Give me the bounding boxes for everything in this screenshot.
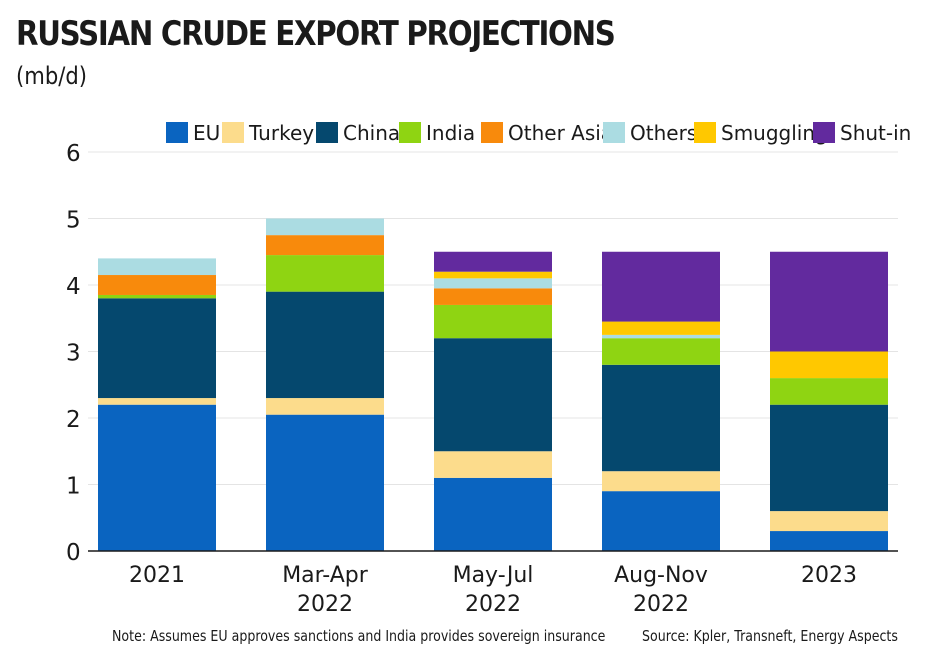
legend-label: Others [630,121,697,145]
bar-segment [434,451,552,478]
bar-segment [266,255,384,292]
bar-segment [602,338,720,365]
legend-label: Other Asia [508,121,613,145]
bar-segment [770,404,888,512]
bar-segment [770,351,888,379]
legend-swatch [399,122,421,143]
legend-swatch [603,122,625,143]
y-tick-label: 6 [66,141,81,167]
bar-segment [434,304,552,339]
bar-segment [434,288,552,305]
bar-segment [602,491,720,551]
legend-swatch [222,122,244,143]
bar-segment [98,398,216,405]
bar-segment [434,477,552,551]
legend-label: Turkey [248,121,314,145]
legend-swatch [316,122,338,143]
bar-segment [434,251,552,272]
bar-segment [770,378,888,405]
bar-segment [602,321,720,335]
x-tick-label: Aug-Nov [614,563,708,588]
y-tick-label: 4 [66,274,81,300]
y-tick-label: 5 [66,208,81,234]
x-tick-label: 2022 [465,592,521,617]
bar-segment [434,338,552,452]
source-note: Source: Kpler, Transneft, Energy Aspects [642,627,898,645]
x-tick-label: 2022 [633,592,689,617]
x-tick-label: 2022 [297,592,353,617]
legend-label: China [343,121,400,145]
legend-swatch [481,122,503,143]
y-tick-label: 1 [66,474,81,500]
legend-label: Shut-in [840,121,911,145]
legend-label: India [426,121,475,145]
bar-segment [602,251,720,322]
x-tick-label: 2021 [129,563,185,588]
footnote: Note: Assumes EU approves sanctions and … [112,627,606,645]
bar-segment [602,364,720,472]
legend-label: Smuggling [721,121,828,145]
bar-segment [266,414,384,551]
chart-subtitle: (mb/d) [16,62,87,90]
legend-swatch [694,122,716,143]
y-tick-label: 3 [66,341,81,367]
bar-segment [770,251,888,352]
legend-swatch [166,122,188,143]
bar-segment [98,294,216,299]
x-tick-label: Mar-Apr [282,563,369,588]
legend-swatch [813,122,835,143]
bar-segment [98,298,216,399]
bar-segment [434,271,552,279]
stacked-bar-chart: 0 1 2 3 4 5 6 2021 Mar-Apr 2022 May-Jul 2022 Aug-Nov… [66,121,911,617]
bar-segment [98,275,216,295]
legend-label: EU [193,121,220,145]
x-tick-label: May-Jul [453,563,534,588]
x-tick-label: 2023 [801,563,857,588]
bar-segment [770,531,888,551]
y-tick-label: 2 [66,407,81,433]
bar-segment [266,218,384,236]
bar-segment [770,511,888,532]
y-tick-label: 0 [66,540,81,566]
bar-segment [98,258,216,276]
bar-segment [602,334,720,339]
bar-segment [434,278,552,289]
bar-segment [602,471,720,492]
bar-segment [98,404,216,551]
bar-segment [266,291,384,399]
bar-segment [266,235,384,256]
bar-segment [266,398,384,415]
chart-title: RUSSIAN CRUDE EXPORT PROJECTIONS [16,14,616,54]
